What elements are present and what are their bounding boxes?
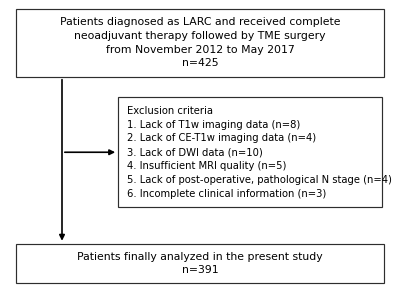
Text: n=425: n=425 [182, 58, 218, 68]
Bar [118, 97, 382, 207]
Text: 3. Lack of DWI data (n=10): 3. Lack of DWI data (n=10) [127, 147, 262, 157]
Text: 4. Insufficient MRI quality (n=5): 4. Insufficient MRI quality (n=5) [127, 161, 286, 171]
Text: from November 2012 to May 2017: from November 2012 to May 2017 [106, 45, 294, 55]
Text: neoadjuvant therapy followed by TME surgery: neoadjuvant therapy followed by TME surg… [74, 31, 326, 41]
Text: 1. Lack of T1w imaging data (n=8): 1. Lack of T1w imaging data (n=8) [127, 120, 300, 130]
Text: n=391: n=391 [182, 265, 218, 275]
Text: Patients finally analyzed in the present study: Patients finally analyzed in the present… [77, 252, 323, 262]
Bar [16, 244, 384, 283]
Text: 2. Lack of CE-T1w imaging data (n=4): 2. Lack of CE-T1w imaging data (n=4) [127, 133, 316, 144]
Bar [16, 9, 384, 77]
Text: Patients diagnosed as LARC and received complete: Patients diagnosed as LARC and received … [60, 17, 340, 27]
Text: Exclusion criteria: Exclusion criteria [127, 106, 213, 116]
Text: 5. Lack of post-operative, pathological N stage (n=4): 5. Lack of post-operative, pathological … [127, 175, 392, 185]
Text: 6. Incomplete clinical information (n=3): 6. Incomplete clinical information (n=3) [127, 188, 326, 199]
